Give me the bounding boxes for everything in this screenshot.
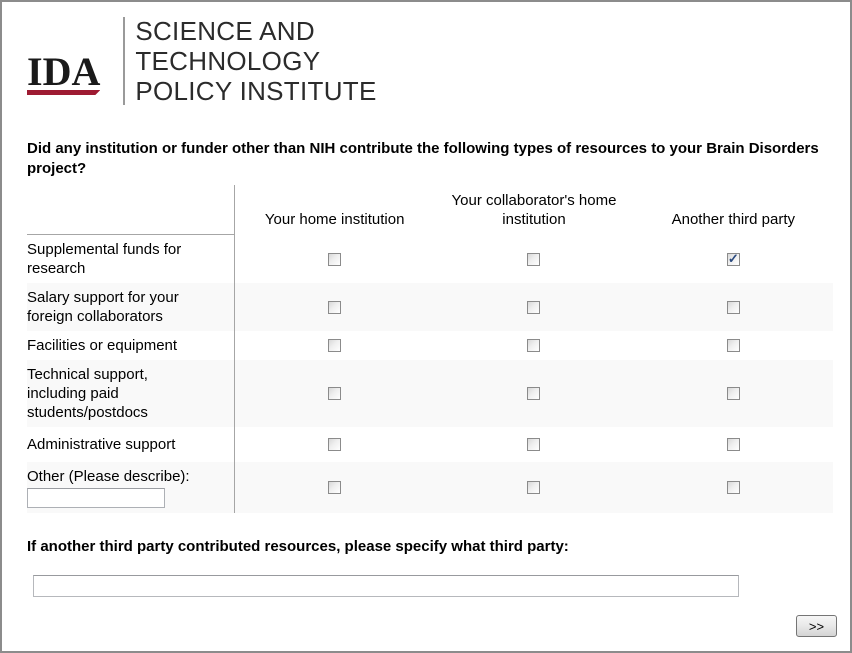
row-label-cell: Facilities or equipment	[27, 331, 235, 360]
ida-logo-red-bar	[27, 90, 100, 95]
row-label: Salary support for your foreign collabor…	[27, 289, 179, 325]
checkbox-technical-support-third-party[interactable]	[726, 387, 740, 400]
checkbox-salary-support-third-party[interactable]	[726, 300, 740, 314]
column-header-label: Another third party	[671, 211, 796, 228]
matrix-header-row: Your home institution Your collaborator'…	[27, 185, 833, 235]
column-header-collaborator-institution: Your collaborator's home institution	[434, 185, 633, 235]
ida-logo-acronym: IDA	[27, 49, 101, 94]
row-label-cell: Supplemental funds for research	[27, 235, 235, 283]
table-row-salary-support: Salary support for your foreign collabor…	[27, 283, 833, 331]
checkbox-supplemental-funds-third-party[interactable]	[726, 252, 740, 266]
checkbox-facilities-home[interactable]	[328, 339, 342, 352]
row-label: Supplemental funds for research	[27, 241, 182, 277]
checkbox-facilities-third-party[interactable]	[726, 339, 740, 352]
table-row-supplemental-funds: Supplemental funds for research	[27, 235, 833, 283]
next-button[interactable]: >>	[796, 615, 837, 637]
checkbox-salary-support-collaborator[interactable]	[527, 300, 541, 314]
row-label-cell: Technical support, including paid studen…	[27, 360, 235, 427]
checkbox-supplemental-funds-collaborator[interactable]	[527, 252, 541, 266]
checkbox-administrative-third-party[interactable]	[726, 438, 740, 451]
question-text: Did any institution or funder other than…	[27, 140, 819, 177]
row-label-cell: Salary support for your foreign collabor…	[27, 283, 235, 331]
column-header-label: Your collaborator's home institution	[451, 192, 617, 228]
checkbox-salary-support-home[interactable]	[328, 300, 342, 314]
table-row-administrative-support: Administrative support	[27, 427, 833, 462]
row-label: Other (Please describe):	[27, 468, 190, 485]
logo-name-line-1: SCIENCE AND	[135, 16, 315, 46]
column-header-label: Your home institution	[264, 211, 405, 228]
followup-question-text: If another third party contributed resou…	[27, 538, 569, 555]
ida-logo-mark: IDA	[27, 17, 101, 105]
row-label-cell: Administrative support	[27, 427, 235, 462]
checkbox-other-collaborator[interactable]	[527, 481, 541, 494]
checkbox-administrative-collaborator[interactable]	[527, 438, 541, 451]
table-row-technical-support: Technical support, including paid studen…	[27, 360, 833, 427]
resource-matrix-table: Your home institution Your collaborator'…	[27, 185, 833, 513]
checkbox-other-third-party[interactable]	[726, 481, 740, 494]
checkbox-supplemental-funds-home[interactable]	[328, 252, 342, 266]
row-label-cell: Other (Please describe):	[27, 462, 235, 513]
column-header-third-party: Another third party	[634, 185, 833, 235]
checkbox-other-home[interactable]	[328, 481, 342, 494]
column-header-home-institution: Your home institution	[235, 185, 434, 235]
checkbox-technical-support-collaborator[interactable]	[527, 387, 541, 400]
row-label: Facilities or equipment	[27, 337, 178, 354]
third-party-specify-input[interactable]	[33, 575, 739, 597]
checkbox-administrative-home[interactable]	[328, 438, 342, 451]
other-describe-input[interactable]	[27, 488, 165, 508]
ida-logo: IDA SCIENCE AND TECHNOLOGY POLICY INSTIT…	[27, 16, 850, 106]
row-label: Technical support, including paid studen…	[27, 366, 148, 421]
checkbox-technical-support-home[interactable]	[328, 387, 342, 400]
table-row-other: Other (Please describe):	[27, 462, 833, 513]
checkbox-facilities-collaborator[interactable]	[527, 339, 541, 352]
logo-institute-name: SCIENCE AND TECHNOLOGY POLICY INSTITUTE	[135, 16, 377, 106]
matrix-header-label-spacer	[27, 185, 235, 235]
table-row-facilities-equipment: Facilities or equipment	[27, 331, 833, 360]
logo-divider	[123, 17, 126, 105]
logo-name-line-2: TECHNOLOGY	[135, 46, 321, 76]
logo-name-line-3: POLICY INSTITUTE	[135, 76, 377, 106]
row-label: Administrative support	[27, 436, 176, 453]
